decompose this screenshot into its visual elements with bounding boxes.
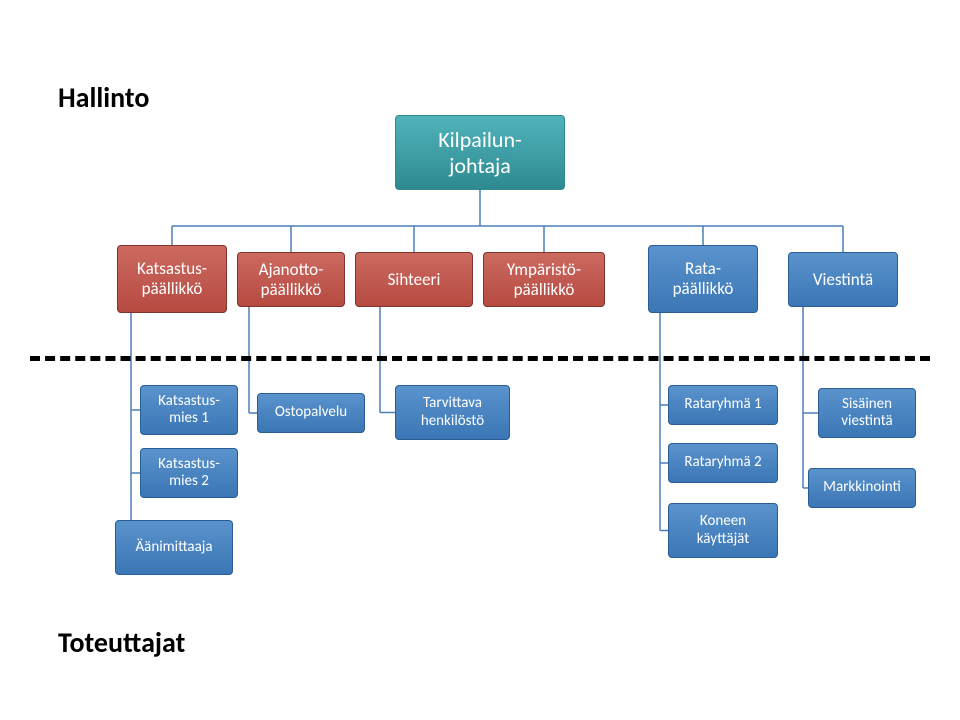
node-ajanotto_p: Ajanotto- päällikkö xyxy=(237,252,345,307)
node-katsastusmies2: Katsastus- mies 2 xyxy=(140,448,238,498)
node-tarvittava: Tarvittava henkilöstö xyxy=(395,385,510,440)
section-divider xyxy=(30,356,930,361)
node-ymparisto_p: Ympäristö- päällikkö xyxy=(483,252,605,307)
node-katsastus_p: Katsastus- päällikkö xyxy=(117,245,227,313)
node-sihteeri: Sihteeri xyxy=(355,252,473,307)
node-katsastusmies1: Katsastus- mies 1 xyxy=(140,385,238,435)
org-chart-stage: Hallinto Toteuttajat Kilpailun- johtaja K… xyxy=(0,0,960,720)
node-markkinointi: Markkinointi xyxy=(808,468,916,508)
node-viestinta: Viestintä xyxy=(788,252,898,307)
section-title-hallinto: Hallinto xyxy=(58,80,149,115)
section-title-toteuttajat: Toteuttajat xyxy=(58,625,185,660)
node-koneen: Koneen käyttäjät xyxy=(668,503,778,558)
node-root: Kilpailun- johtaja xyxy=(395,115,565,190)
node-rata_p: Rata- päällikkö xyxy=(648,245,758,313)
node-rataryhma1: Rataryhmä 1 xyxy=(668,385,778,425)
node-ostopalvelu: Ostopalvelu xyxy=(257,393,365,433)
node-aanimittaaja: Äänimittaaja xyxy=(115,520,233,575)
node-rataryhma2: Rataryhmä 2 xyxy=(668,443,778,483)
node-sisainen: Sisäinen viestintä xyxy=(818,388,916,438)
